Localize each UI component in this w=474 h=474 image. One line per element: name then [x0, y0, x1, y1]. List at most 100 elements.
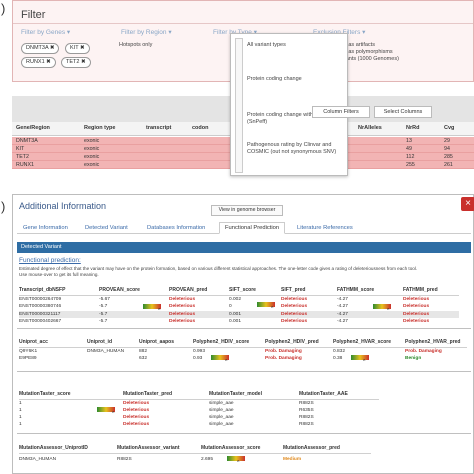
cell-uniprot-aapos: 632 — [139, 356, 148, 361]
cell-cvg: 29 — [444, 138, 450, 144]
description-line-1: Estimated degree of effect that the vari… — [19, 266, 418, 271]
col-fathmm-score: FATHMM_score — [337, 287, 375, 293]
cell-transcript: ENST00000264709 — [19, 297, 62, 302]
col-polyphen-hvar-pred: Polyphen2_HVAR_pred — [405, 339, 461, 345]
cell-nrrd: 112 — [406, 154, 415, 160]
col-mutationtaster-aae: MutationTaster_AAE — [299, 391, 348, 397]
column-filters-button[interactable]: Column Filters — [312, 106, 370, 118]
col-uniprot-id: Uniprot_id — [87, 339, 112, 345]
cell-provean-pred: Deleterious — [169, 304, 196, 309]
menu-item-severe-effect[interactable]: Protein coding change with severe effect… — [247, 112, 346, 125]
filter-by-region-dropdown[interactable]: Filter by Region ▾ — [121, 29, 172, 36]
col-polyphen-hdiv-score: Polyphen2_HDIV_score — [193, 339, 250, 345]
cell-provean-pred: Deleterious — [169, 312, 196, 317]
functional-prediction-title: Functional prediction: — [19, 257, 81, 264]
menu-item-pathogenous-rating[interactable]: Pathogenous rating by Clinvar and COSMIC… — [247, 142, 337, 155]
col-nralleles[interactable]: NrAlleles — [358, 125, 382, 131]
gene-chip-tet2[interactable]: TET2 ✖ — [61, 57, 91, 68]
cell-ma-score: 2.695 — [201, 457, 214, 462]
close-button[interactable]: × — [461, 197, 474, 211]
cell-nrrd: 13 — [406, 138, 412, 144]
cell-sift-score: 0.001 — [229, 312, 242, 317]
cell-hdiv-score: 0.93 — [193, 356, 203, 361]
tab-gene-information[interactable]: Gene Information — [23, 225, 68, 231]
cell-hvar-pred: Benign — [405, 356, 422, 361]
cell-fathmm-score: -4.27 — [337, 319, 348, 324]
gene-chip-kit[interactable]: KIT ✖ — [65, 43, 90, 54]
hvar-score-gradient — [351, 355, 369, 360]
region-value: Hotspots only — [119, 42, 153, 48]
cell-hdiv-pred: Prob. Damaging — [265, 356, 302, 361]
cell-mt-score: 1 — [19, 422, 22, 427]
tab-detected-variant[interactable]: Detected Variant — [85, 225, 128, 231]
view-genome-browser-button[interactable]: View in genome browser — [211, 205, 283, 216]
cell-hvar-score: 0.38 — [333, 356, 343, 361]
col-cvg[interactable]: Cvg — [444, 125, 455, 131]
col-nrrd[interactable]: NrRd — [406, 125, 420, 131]
col-ma-variant: MutationAssessor_variant — [117, 445, 180, 451]
cell-mt-aae: R635S — [299, 408, 314, 413]
col-codon[interactable]: codon — [192, 125, 209, 131]
score-marker-icon: ^ — [271, 306, 274, 312]
cell-mt-model: simple_aae — [209, 422, 234, 427]
cell-gene: KIT — [16, 146, 25, 152]
cell-cvg: 261 — [444, 162, 453, 168]
col-transcript-dbnsfp: Transcript_dbNSFP — [19, 287, 66, 293]
cell-mt-model: simple_aae — [209, 401, 234, 406]
tab-functional-prediction[interactable]: Functional Prediction — [219, 222, 286, 234]
cell-mt-score: 1 — [19, 401, 22, 406]
cell-provean-score: -5.7 — [99, 319, 108, 324]
additional-information-modal: Additional Information View in genome br… — [12, 194, 474, 474]
gene-chip-dnmt3a[interactable]: DNMT3A ✖ — [21, 43, 60, 54]
filter-divider — [13, 23, 473, 24]
cell-mt-score: 1 — [19, 415, 22, 420]
exclusion-polymorphisms[interactable]: Variants rated as polymorphisms — [313, 49, 393, 55]
col-ma-score: MutationAssessor_score — [201, 445, 261, 451]
sift-score-gradient — [257, 302, 275, 307]
exclusion-filters-dropdown[interactable]: Exclusion Filters ▾ — [313, 29, 366, 36]
col-mutationtaster-score: MutationTaster_score — [19, 391, 71, 397]
fathmm-score-gradient — [373, 304, 391, 309]
cell-hvar-score: 0.832 — [333, 349, 346, 354]
cell-sift-score: 0.001 — [229, 319, 242, 324]
cell-fathmm-score: -4.27 — [337, 297, 348, 302]
cell-uniprot-aapos: 882 — [139, 349, 148, 354]
menu-item-protein-coding-change[interactable]: Protein coding change — [247, 76, 302, 82]
ma-score-gradient — [227, 456, 245, 461]
cell-provean-score: -5.7 — [99, 304, 108, 309]
cell-fathmm-score: -4.27 — [337, 304, 348, 309]
cell-uniprot-acc: E9PE89 — [19, 356, 37, 361]
gene-chip-runx1[interactable]: RUNX1 ✖ — [21, 57, 56, 68]
score-marker-icon: ^ — [225, 359, 228, 365]
cell-mt-aae: R882S — [299, 401, 314, 406]
cell-gene: RUNX1 — [16, 162, 34, 168]
cell-sift-pred: Deleterious — [281, 304, 308, 309]
filter-by-genes-dropdown[interactable]: Filter by Genes ▾ — [21, 29, 71, 36]
col-transcript[interactable]: transcript — [146, 125, 172, 131]
exclusion-common-variants[interactable]: Common variants (1000 Genomes) — [313, 56, 399, 62]
col-gene-region[interactable]: Gene/Region — [16, 125, 50, 131]
filter-title: Filter — [21, 9, 46, 21]
col-fathmm-pred: FATHMM_pred — [403, 287, 438, 293]
score-marker-icon: ^ — [237, 460, 240, 466]
filter-by-type-dropdown[interactable]: Filter by Type ▾ — [213, 29, 257, 36]
score-marker-icon: ^ — [158, 308, 161, 314]
provean-score-gradient — [143, 304, 161, 309]
cell-mt-pred: Deleterious — [123, 422, 150, 427]
menu-scrollbar[interactable] — [235, 38, 243, 173]
cell-region-type: exonic — [84, 138, 100, 144]
select-columns-button[interactable]: Select Columns — [374, 106, 432, 118]
cell-fathmm-pred: Deleterious — [403, 304, 430, 309]
col-sift-pred: SIFT_pred — [281, 287, 306, 293]
col-region-type[interactable]: Region type — [84, 125, 116, 131]
tab-literature-references[interactable]: Literature References — [297, 225, 353, 231]
menu-item-all-variant-types[interactable]: All variant types — [247, 42, 286, 48]
section-divider — [17, 328, 471, 329]
table-header-rule — [19, 453, 371, 454]
cell-region-type: exonic — [84, 146, 100, 152]
cell-ma-pred: Medium — [283, 457, 302, 462]
tab-databases-information[interactable]: Databases Information — [147, 225, 206, 231]
score-marker-icon: ^ — [387, 308, 390, 314]
col-ma-pred: MutationAssessor_pred — [283, 445, 340, 451]
table-header-rule — [19, 295, 459, 296]
